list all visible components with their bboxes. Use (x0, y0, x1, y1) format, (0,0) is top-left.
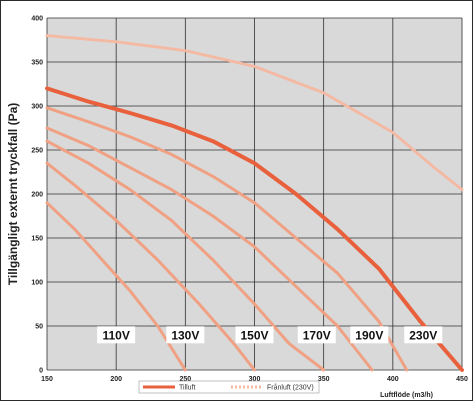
x-tick-label: 400 (387, 376, 399, 383)
y-tick-label: 50 (35, 324, 43, 331)
voltage-label: 170V (303, 328, 331, 342)
y-axis-label: Tillgängligt externt tryckfall (Pa) (6, 103, 20, 285)
x-tick-label: 350 (318, 376, 330, 383)
curve-150v (45, 139, 326, 372)
y-tick-label: 250 (31, 148, 43, 155)
y-tick-label: 150 (31, 236, 43, 243)
voltage-label-bg (350, 326, 389, 344)
x-tick-label: 250 (179, 376, 191, 383)
x-tick-labels: 150 200 250 300 350 400 450 (41, 376, 468, 383)
legend-label: Tilluft (179, 385, 196, 392)
voltage-label-bg (235, 326, 274, 344)
y-tick-label: 100 (31, 280, 43, 287)
voltage-labels: 110V 130V 150V 170V 190V 230V (97, 326, 443, 344)
x-tick-label: 150 (41, 376, 53, 383)
voltage-label-bg (404, 326, 443, 344)
curve-190v (45, 106, 409, 372)
legend-box (138, 380, 320, 394)
voltage-label: 190V (355, 328, 383, 342)
curve-230v (45, 86, 464, 372)
x-tick-label: 450 (456, 376, 468, 383)
y-tick-label: 300 (31, 104, 43, 111)
curve-110v (45, 201, 187, 372)
y-tick-label: 400 (31, 16, 43, 23)
curves (45, 34, 464, 372)
y-tick-label: 0 (39, 368, 43, 375)
grid-lines (46, 17, 463, 371)
voltage-label: 130V (171, 328, 199, 342)
legend: Tilluft Frånluft (230V) (138, 380, 320, 394)
curve-fr-nluft-230v (45, 34, 464, 192)
x-tick-label: 200 (110, 376, 122, 383)
legend-label: Frånluft (230V) (267, 384, 314, 392)
voltage-label: 230V (409, 328, 437, 342)
x-axis-label: Luftflöde (m3/h) (380, 392, 433, 399)
curve-170v (45, 126, 374, 372)
y-tick-label: 200 (31, 192, 43, 199)
curve-130v (45, 161, 256, 372)
voltage-label: 110V (102, 328, 129, 342)
voltage-label-bg (297, 326, 336, 344)
voltage-label-bg (97, 326, 136, 344)
voltage-label-bg (166, 326, 205, 344)
voltage-label: 150V (240, 328, 268, 342)
y-tick-label: 350 (31, 60, 43, 67)
y-tick-labels: 0 50 100 150 200 250 300 350 400 (31, 16, 43, 375)
x-tick-label: 300 (249, 376, 261, 383)
